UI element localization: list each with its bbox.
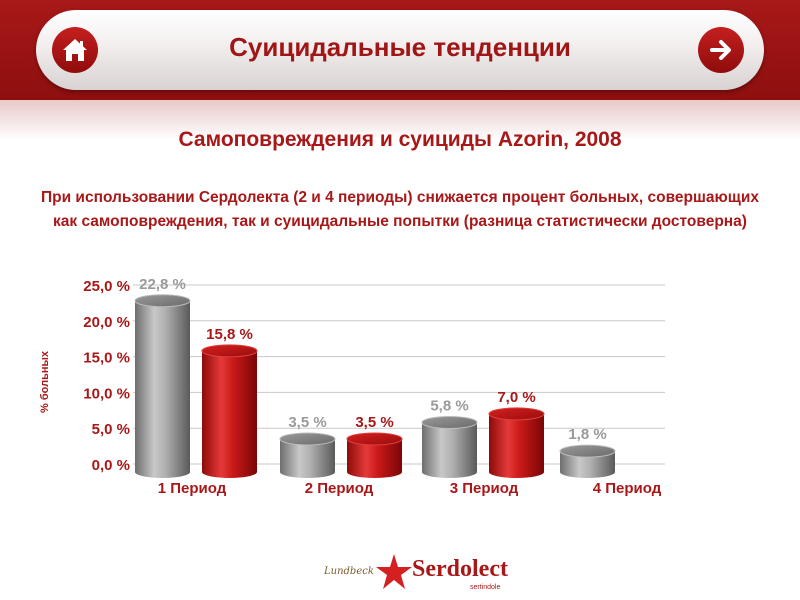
bar-body <box>347 438 402 479</box>
bar-body <box>280 438 335 479</box>
home-icon <box>63 39 87 61</box>
bar-top <box>559 444 616 458</box>
y-tick-label: 15,0 % <box>83 350 130 367</box>
bar <box>421 415 478 478</box>
lundbeck-logo: Lundbeck <box>324 566 374 577</box>
x-category-label: 3 Период <box>450 480 519 497</box>
sertindole-text: sertindole <box>470 584 501 591</box>
bar-top <box>134 294 191 308</box>
data-label: 15,8 % <box>206 326 253 343</box>
bar <box>279 432 336 479</box>
y-tick-label: 10,0 % <box>83 385 130 402</box>
x-category-label: 2 Период <box>305 480 374 497</box>
bar-body <box>560 451 615 479</box>
bar <box>134 294 191 479</box>
page-title: Суицидальные тенденции <box>229 32 571 62</box>
data-label: 5,8 % <box>430 397 468 414</box>
y-tick-label: 0,0 % <box>92 457 130 474</box>
bar-top <box>201 344 258 358</box>
bar <box>346 432 403 479</box>
bar-body <box>135 300 190 479</box>
bar <box>559 444 616 479</box>
footer-logos: Lundbeck Serdolect sertindole <box>320 552 508 592</box>
y-axis-label: % больных <box>39 350 51 413</box>
bar <box>201 344 258 479</box>
bar-body <box>489 413 544 479</box>
data-label: 1,8 % <box>568 426 606 443</box>
next-button[interactable] <box>698 27 744 73</box>
chart-subtitle: Самоповреждения и суициды Azorin, 2008 <box>178 128 622 151</box>
arrow-right-icon <box>710 40 731 60</box>
x-category-label: 4 Период <box>593 480 662 497</box>
data-label: 22,8 % <box>139 276 186 293</box>
x-category-label: 1 Период <box>158 480 227 497</box>
bar <box>488 407 545 479</box>
data-label: 3,5 % <box>288 414 326 431</box>
star-icon <box>376 554 412 589</box>
data-label: 7,0 % <box>497 389 535 406</box>
data-label: 3,5 % <box>355 414 393 431</box>
y-tick-label: 20,0 % <box>83 314 130 331</box>
title-pill <box>36 10 764 90</box>
home-button[interactable] <box>52 27 98 73</box>
header-fade <box>0 100 800 140</box>
bar-top <box>488 407 545 421</box>
bar-body <box>422 422 477 478</box>
serdolect-logo: Serdolect <box>412 556 508 582</box>
bar-top <box>421 415 478 429</box>
bar-top <box>346 432 403 446</box>
chart-description: При использовании Сердолекта (2 и 4 пери… <box>40 189 760 230</box>
bar-body <box>202 350 257 479</box>
y-tick-label: 5,0 % <box>92 421 130 438</box>
y-tick-label: 25,0 % <box>83 278 130 295</box>
bar-chart: 0,0 % 5,0 % 10,0 % 15,0 % 20,0 % 25,0 % % боль… <box>39 276 665 497</box>
bar-top <box>279 432 336 446</box>
